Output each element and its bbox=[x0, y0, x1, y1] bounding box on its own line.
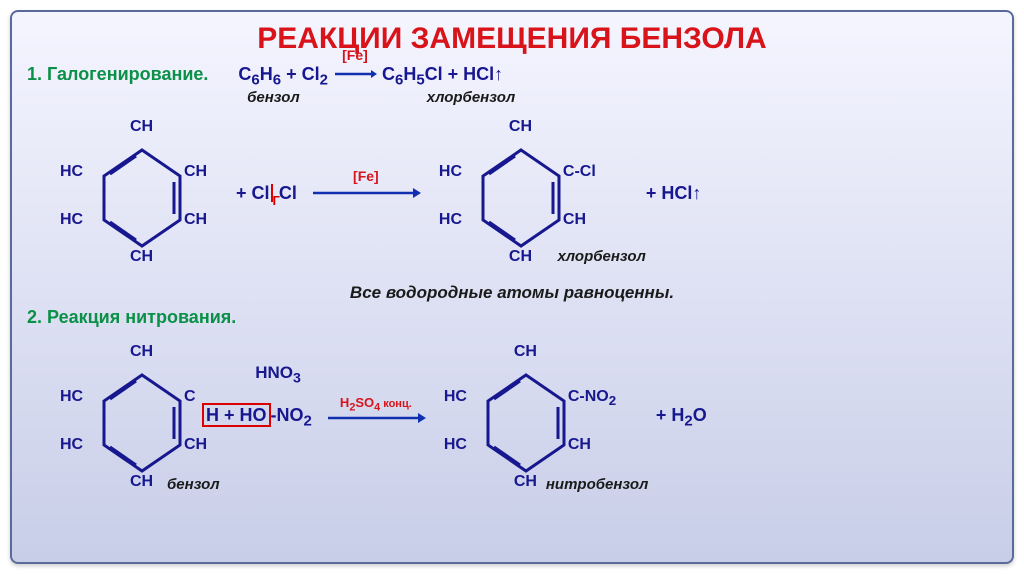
catalyst-label: [Fe] bbox=[311, 168, 421, 184]
benzene-ring bbox=[476, 363, 576, 473]
label-chlorbenzol: хлорбензол bbox=[427, 89, 515, 106]
benzene-ring bbox=[92, 363, 192, 473]
section2-header: 2. Реакция нитрования. bbox=[12, 307, 1012, 328]
main-panel: РЕАКЦИИ ЗАМЕЩЕНИЯ БЕНЗОЛА 1. Галогениров… bbox=[10, 10, 1014, 564]
section2-structures: CH C CH CH HC HC бензол HNO3 H + HO-NO2 … bbox=[12, 328, 1012, 508]
benzene-ring bbox=[92, 138, 192, 248]
plus-cl2: + ClГCl bbox=[236, 183, 297, 204]
reaction-arrow: [Fe] bbox=[311, 186, 421, 200]
plus-hcl: + HCl↑ bbox=[646, 183, 702, 204]
reaction-arrow: H2SO4 конц. bbox=[326, 411, 426, 425]
plus-h2o: + H2O bbox=[656, 405, 707, 430]
section1-equation: C6H6 + Cl2 [Fe] C6H5Cl + HCl↑ бензол хло… bbox=[238, 64, 515, 106]
label-nitrobenzol: нитробензол bbox=[546, 476, 649, 493]
redbox-group: H + HO bbox=[202, 403, 271, 427]
catalyst-label: H2SO4 конц. bbox=[326, 395, 426, 414]
benzene-ring bbox=[471, 138, 571, 248]
arrow-icon bbox=[333, 67, 377, 81]
catalyst-label: [Fe] bbox=[333, 47, 377, 63]
label-chlorbenzol: хлорбензол bbox=[557, 248, 645, 265]
caption-note: Все водородные атомы равноценны. bbox=[12, 283, 1012, 303]
nitration-reagent: HNO3 H + HO-NO2 bbox=[232, 405, 316, 430]
page-title: РЕАКЦИИ ЗАМЕЩЕНИЯ БЕНЗОЛА bbox=[12, 12, 1012, 62]
section1-structures: CH CH CH CH HC HC + ClГCl [Fe] CH C-Cl C… bbox=[12, 106, 1012, 281]
section1-header: 1. Галогенирование. bbox=[12, 64, 208, 85]
label-benzol: бензол bbox=[167, 476, 220, 493]
label-benzol: бензол bbox=[238, 89, 308, 106]
